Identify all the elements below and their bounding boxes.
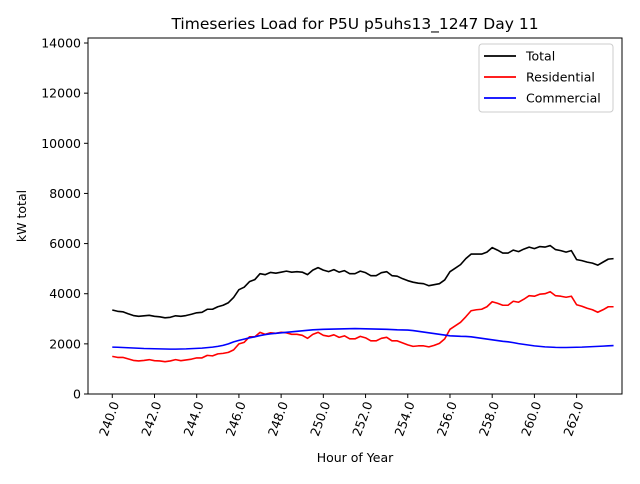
legend-items: Total Residential Commercial (484, 49, 601, 106)
series-layer (112, 244, 614, 363)
y-tick-label: 14000 (41, 36, 81, 51)
legend: Total Residential Commercial (478, 43, 614, 113)
x-axis-label: Hour of Year (317, 450, 394, 465)
legend-label-commercial: Commercial (526, 91, 601, 106)
legend-label-residential: Residential (526, 70, 595, 85)
legend-label-total: Total (525, 49, 555, 64)
plot-frame (87, 37, 623, 395)
y-tick-label: 0 (73, 387, 81, 402)
y-tick-label: 8000 (49, 186, 81, 201)
y-tick-label: 2000 (49, 336, 81, 351)
plot-area (112, 244, 614, 363)
y-tick-label: 4000 (49, 286, 81, 301)
series-line-commercial (112, 327, 614, 350)
y-tick-label: 12000 (41, 86, 81, 101)
y-tick-label: 6000 (49, 236, 81, 251)
series-line-residential (112, 290, 614, 363)
y-axis: 0 2000 4000 6000 8000 10000 12000 14000 (41, 36, 88, 402)
y-axis-label: kW total (14, 190, 29, 242)
series-line-total (112, 244, 614, 319)
chart-title: Timeseries Load for P5U p5uhs13_1247 Day… (170, 15, 538, 34)
legend-box (478, 43, 614, 113)
y-tick-label: 10000 (41, 136, 81, 151)
